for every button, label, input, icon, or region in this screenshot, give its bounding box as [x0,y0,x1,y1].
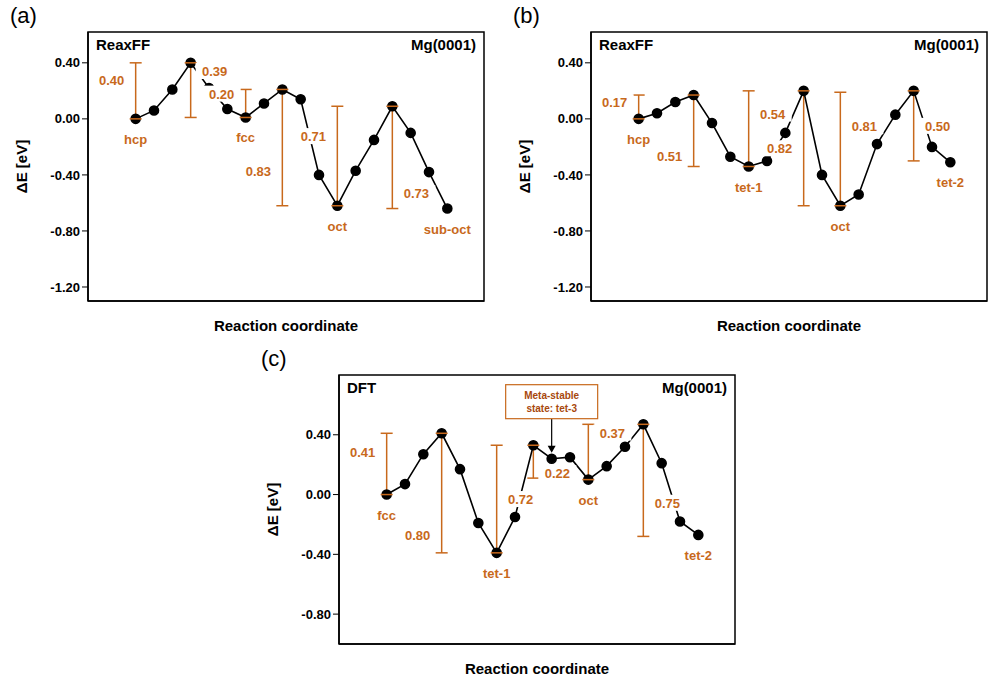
svg-text:state: tet-3: state: tet-3 [526,403,577,414]
svg-text:0.40: 0.40 [558,55,583,70]
html-text:Mg(0001): Mg(0001) [411,36,476,53]
svg-text:sub-oct: sub-oct [424,222,472,237]
html-text:ReaxFF: ReaxFF [96,36,151,53]
svg-text:0.00: 0.00 [558,111,583,126]
svg-text:ΔE [eV]: ΔE [eV] [13,140,30,193]
html-text:Mg(0001): Mg(0001) [914,36,979,53]
html-text:DFT: DFT [347,379,377,396]
svg-text:-1.20: -1.20 [553,280,583,295]
html-text:(b): (b) [513,3,540,28]
svg-text:fcc: fcc [236,130,255,145]
svg-text:Reaction coordinate: Reaction coordinate [214,317,358,334]
svg-text:0.54: 0.54 [760,107,786,122]
svg-text:hcp: hcp [124,132,147,147]
svg-text:0.22: 0.22 [545,466,570,481]
svg-text:0.82: 0.82 [767,141,792,156]
svg-text:0.40: 0.40 [306,427,331,442]
svg-text:0.41: 0.41 [350,445,375,460]
svg-text:0.20: 0.20 [209,87,234,102]
svg-text:-0.40: -0.40 [553,168,583,183]
svg-text:0.75: 0.75 [655,496,680,511]
html-text:Mg(0001): Mg(0001) [662,379,727,396]
svg-text:0.50: 0.50 [925,119,950,134]
svg-text:-0.40: -0.40 [301,547,331,562]
svg-text:Reaction coordinate: Reaction coordinate [717,317,861,334]
svg-text:hcp: hcp [627,132,650,147]
svg-text:ΔE [eV]: ΔE [eV] [264,483,281,536]
svg-text:tet-1: tet-1 [735,180,762,195]
svg-text:0.72: 0.72 [508,492,533,507]
svg-text:0.81: 0.81 [852,119,877,134]
svg-text:0.00: 0.00 [55,111,80,126]
svg-text:0.40: 0.40 [99,73,124,88]
html-text:(c): (c) [261,346,287,371]
svg-text:Meta-stable: Meta-stable [524,390,579,401]
svg-text:0.51: 0.51 [657,149,682,164]
svg-text:-0.80: -0.80 [301,607,331,622]
svg-text:0.71: 0.71 [301,129,326,144]
svg-text:0.80: 0.80 [405,528,430,543]
svg-text:fcc: fcc [377,508,396,523]
svg-text:tet-2: tet-2 [937,175,964,190]
svg-text:-0.80: -0.80 [50,224,80,239]
svg-text:-0.40: -0.40 [50,168,80,183]
svg-text:0.73: 0.73 [404,186,429,201]
svg-text:0.37: 0.37 [600,426,625,441]
svg-text:0.83: 0.83 [246,164,271,179]
html-text:ReaxFF: ReaxFF [599,36,654,53]
svg-text:Reaction coordinate: Reaction coordinate [465,660,609,677]
svg-text:ΔE [eV]: ΔE [eV] [516,140,533,193]
svg-text:0.40: 0.40 [55,55,80,70]
svg-text:-0.80: -0.80 [553,224,583,239]
svg-text:tet-2: tet-2 [685,548,712,563]
svg-text:tet-1: tet-1 [483,566,510,581]
svg-text:oct: oct [328,219,348,234]
svg-text:oct: oct [579,493,599,508]
svg-text:0.17: 0.17 [602,95,627,110]
svg-text:-1.20: -1.20 [50,280,80,295]
svg-text:0.00: 0.00 [306,487,331,502]
svg-text:0.39: 0.39 [202,64,227,79]
svg-text:oct: oct [831,219,851,234]
html-text:(a): (a) [10,3,37,28]
